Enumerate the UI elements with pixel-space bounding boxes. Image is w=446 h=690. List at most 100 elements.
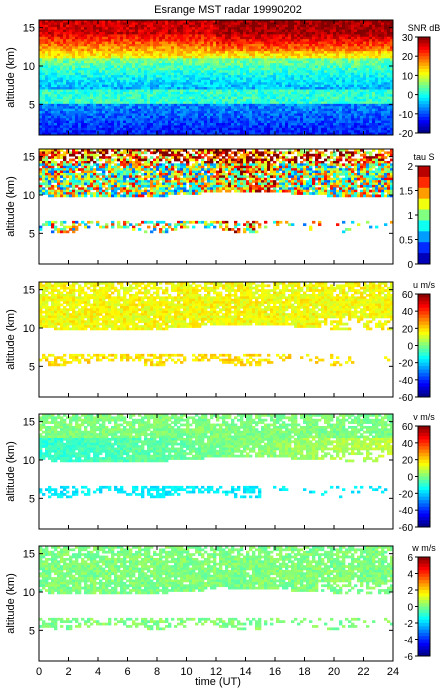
heatmap-cell: [141, 70, 145, 74]
heatmap-cell: [303, 46, 307, 50]
heatmap-cell: [102, 106, 106, 109]
heatmap-cell: [231, 72, 235, 76]
heatmap-cell: [288, 60, 292, 64]
heatmap-cell: [78, 39, 82, 42]
heatmap-cell: [249, 108, 253, 112]
heatmap-cell: [345, 63, 349, 66]
heatmap-cell: [255, 46, 259, 50]
heatmap-cell: [219, 99, 223, 102]
heatmap-cell: [384, 103, 388, 107]
heatmap-cell: [357, 31, 361, 35]
heatmap-cell: [390, 55, 394, 59]
heatmap-cell: [42, 72, 46, 76]
heatmap-cell: [369, 118, 373, 121]
heatmap-cell: [87, 75, 91, 78]
heatmap-cell: [162, 84, 166, 88]
heatmap-cell: [42, 51, 46, 54]
heatmap-cell: [378, 63, 382, 66]
heatmap-cell: [219, 113, 223, 117]
heatmap-cell: [246, 46, 250, 50]
heatmap-cell: [135, 20, 139, 23]
heatmap-cell: [198, 118, 202, 121]
heatmap-cell: [177, 51, 181, 54]
heatmap-cell: [39, 58, 43, 62]
heatmap-cell: [300, 22, 304, 26]
heatmap-cell: [105, 67, 109, 71]
heatmap-cell: [303, 58, 307, 62]
heatmap-cell: [51, 75, 55, 78]
heatmap-cell: [159, 77, 163, 81]
heatmap-cell: [312, 46, 316, 50]
heatmap-cell: [273, 67, 277, 71]
heatmap-cell: [204, 20, 208, 23]
heatmap-cell: [105, 48, 109, 52]
heatmap-cell: [174, 34, 178, 38]
heatmap-cell: [165, 118, 169, 121]
heatmap-cell: [363, 101, 367, 105]
heatmap-cell: [72, 103, 76, 107]
heatmap-cell: [99, 108, 103, 112]
heatmap-cell: [387, 22, 391, 26]
heatmap-cell: [378, 29, 382, 33]
heatmap-cell: [189, 53, 193, 57]
heatmap-cell: [351, 51, 355, 54]
heatmap-cell: [276, 53, 280, 57]
heatmap-cell: [261, 103, 265, 107]
heatmap-cell: [108, 77, 112, 81]
heatmap-cell: [165, 63, 169, 66]
heatmap-cell: [168, 113, 172, 117]
heatmap-cell: [267, 113, 271, 117]
heatmap-cell: [84, 48, 88, 52]
heatmap-cell: [375, 51, 379, 54]
heatmap-cell: [309, 89, 313, 93]
heatmap-cell: [108, 27, 112, 30]
heatmap-cell: [93, 120, 97, 124]
heatmap-cell: [336, 53, 340, 57]
heatmap-cell: [375, 103, 379, 107]
heatmap-cell: [294, 106, 298, 109]
heatmap-cell: [351, 39, 355, 42]
heatmap-cell: [240, 60, 244, 64]
heatmap-cell: [321, 67, 325, 71]
heatmap-cell: [249, 27, 253, 30]
heatmap-cell: [390, 103, 394, 107]
heatmap-cell: [183, 101, 187, 105]
heatmap-cell: [102, 41, 106, 45]
heatmap-cell: [276, 48, 280, 52]
heatmap-cell: [291, 115, 295, 119]
heatmap-cell: [378, 27, 382, 30]
heatmap-cell: [303, 67, 307, 71]
heatmap-cell: [273, 29, 277, 33]
heatmap-cell: [300, 84, 304, 88]
heatmap-cell: [141, 75, 145, 78]
heatmap-cell: [294, 41, 298, 45]
heatmap-cell: [315, 72, 319, 76]
heatmap-cell: [318, 75, 322, 78]
heatmap-cell: [54, 111, 58, 114]
heatmap-cell: [315, 46, 319, 50]
heatmap-cell: [378, 84, 382, 88]
heatmap-cell: [93, 58, 97, 62]
heatmap-cell: [51, 58, 55, 62]
heatmap-cell: [168, 58, 172, 62]
heatmap-cell: [339, 65, 343, 69]
heatmap-cell: [120, 29, 124, 33]
heatmap-cell: [99, 72, 103, 76]
heatmap-cell: [255, 24, 259, 28]
heatmap-cell: [240, 31, 244, 35]
heatmap-cell: [273, 113, 277, 117]
heatmap-cell: [129, 77, 133, 81]
heatmap-cell: [336, 94, 340, 98]
heatmap-cell: [309, 36, 313, 40]
heatmap-cell: [195, 118, 199, 121]
heatmap-cell: [330, 108, 334, 112]
heatmap-cell: [75, 36, 79, 40]
heatmap-cell: [150, 75, 154, 78]
heatmap-cell: [126, 120, 130, 124]
heatmap-cell: [342, 70, 346, 74]
heatmap-cell: [270, 51, 274, 54]
heatmap-cell: [150, 103, 154, 107]
heatmap-cell: [255, 36, 259, 40]
heatmap-cell: [222, 51, 226, 54]
heatmap-cell: [192, 111, 196, 114]
